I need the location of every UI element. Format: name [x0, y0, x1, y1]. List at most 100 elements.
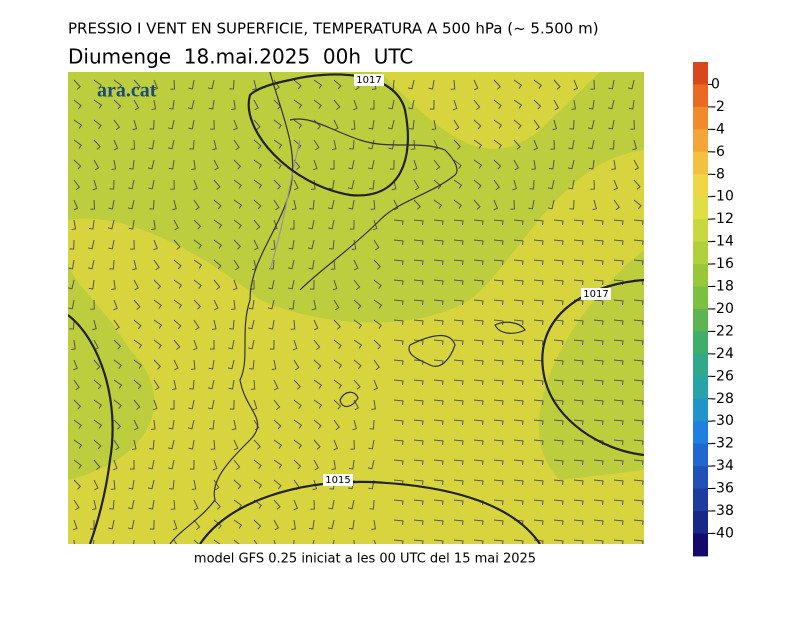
title: PRESSIO I VENT EN SUPERFICIE, TEMPERATUR…	[68, 20, 599, 38]
wind-barb	[433, 399, 444, 405]
wind-barb	[613, 479, 624, 485]
wind-barb	[553, 379, 564, 385]
wind-barb	[73, 539, 75, 544]
wind-barb	[273, 119, 282, 129]
wind-barb	[513, 479, 524, 485]
wind-barb	[73, 99, 82, 110]
wind-barbs	[68, 79, 644, 544]
wind-barb	[633, 359, 644, 365]
wind-barb	[293, 499, 299, 511]
wind-barb	[633, 519, 644, 525]
wind-barb	[68, 299, 75, 310]
wind-barb	[173, 239, 181, 250]
wind-barb	[553, 359, 564, 365]
wind-barb	[171, 379, 177, 391]
wind-barb	[273, 439, 283, 449]
wind-barb	[473, 319, 484, 325]
wind-barb	[113, 299, 118, 311]
wind-barb	[309, 199, 315, 210]
wind-barb	[453, 399, 464, 405]
isobar-label: 1015	[325, 475, 350, 486]
wind-barb	[553, 319, 564, 325]
wind-barb	[313, 439, 321, 450]
wind-barb	[133, 419, 139, 431]
wind-barb	[513, 439, 524, 445]
wind-barb	[207, 379, 215, 390]
wind-barb	[473, 439, 484, 445]
wind-barb	[613, 219, 624, 225]
wind-barb	[233, 239, 242, 250]
wind-barb	[533, 339, 544, 345]
wind-barb	[353, 99, 358, 111]
wind-barb	[68, 279, 75, 290]
wind-barb	[348, 159, 355, 170]
wind-barb	[413, 539, 424, 544]
wind-barb	[513, 459, 524, 465]
wind-barb	[188, 119, 195, 130]
wind-barb	[413, 259, 424, 265]
wind-barb	[613, 239, 624, 245]
wind-barb	[289, 299, 295, 310]
wind-barb	[513, 359, 524, 365]
wind-barb	[588, 159, 595, 170]
wind-barb	[193, 199, 200, 211]
isobar-label: 1017	[356, 75, 381, 86]
wind-barb	[328, 179, 335, 190]
wind-barb	[391, 179, 397, 191]
wind-barb	[533, 399, 544, 405]
wind-barb	[173, 319, 182, 330]
wind-barb	[533, 139, 539, 151]
wind-barb	[113, 399, 122, 409]
wind-barb	[90, 299, 95, 310]
wind-barb	[113, 419, 122, 430]
wind-barb	[253, 179, 263, 189]
wind-barb	[209, 419, 215, 430]
wind-barb	[373, 239, 380, 251]
wind-barb	[573, 459, 584, 465]
wind-barb	[410, 139, 416, 150]
wind-barb	[567, 159, 575, 170]
wind-barb	[113, 79, 122, 89]
isobar-label: 1017	[583, 289, 608, 300]
wind-barb	[633, 539, 644, 544]
wind-barb	[513, 299, 524, 305]
wind-barb	[513, 279, 524, 285]
wind-barb	[393, 439, 404, 445]
wind-barb	[473, 159, 483, 169]
wind-barb	[573, 479, 584, 485]
wind-barb	[249, 359, 255, 370]
wind-barb	[593, 259, 604, 265]
wind-barb	[453, 539, 464, 544]
wind-barb	[453, 259, 464, 265]
wind-barb	[573, 499, 584, 505]
wind-barb	[168, 419, 175, 430]
wind-barb	[293, 439, 302, 449]
wind-barb	[273, 499, 281, 510]
wind-barb	[273, 519, 280, 531]
wind-barb	[573, 419, 584, 425]
wind-barb	[189, 459, 195, 470]
wind-barb	[153, 79, 159, 91]
colorbar-swatch	[693, 533, 708, 557]
wind-barb	[328, 499, 335, 510]
wind-barb	[208, 99, 215, 110]
wind-barb	[548, 159, 555, 170]
wind-barb	[128, 179, 135, 190]
colorbar-label: -10	[711, 189, 734, 205]
wind-barb	[173, 259, 182, 270]
wind-barb	[167, 139, 175, 150]
wind-barb	[493, 339, 504, 345]
wind-barb	[493, 179, 500, 191]
wind-barb	[93, 99, 103, 109]
wind-barb	[473, 419, 484, 425]
wind-barb	[287, 259, 295, 270]
wind-barb	[233, 499, 243, 509]
wind-barb	[533, 79, 542, 89]
isobar	[247, 73, 409, 197]
wind-barb	[73, 359, 78, 371]
wind-barb	[128, 159, 135, 170]
wind-barb	[633, 319, 644, 325]
wind-barb	[193, 519, 201, 530]
wind-barb	[493, 519, 504, 525]
wind-barb	[191, 159, 196, 170]
